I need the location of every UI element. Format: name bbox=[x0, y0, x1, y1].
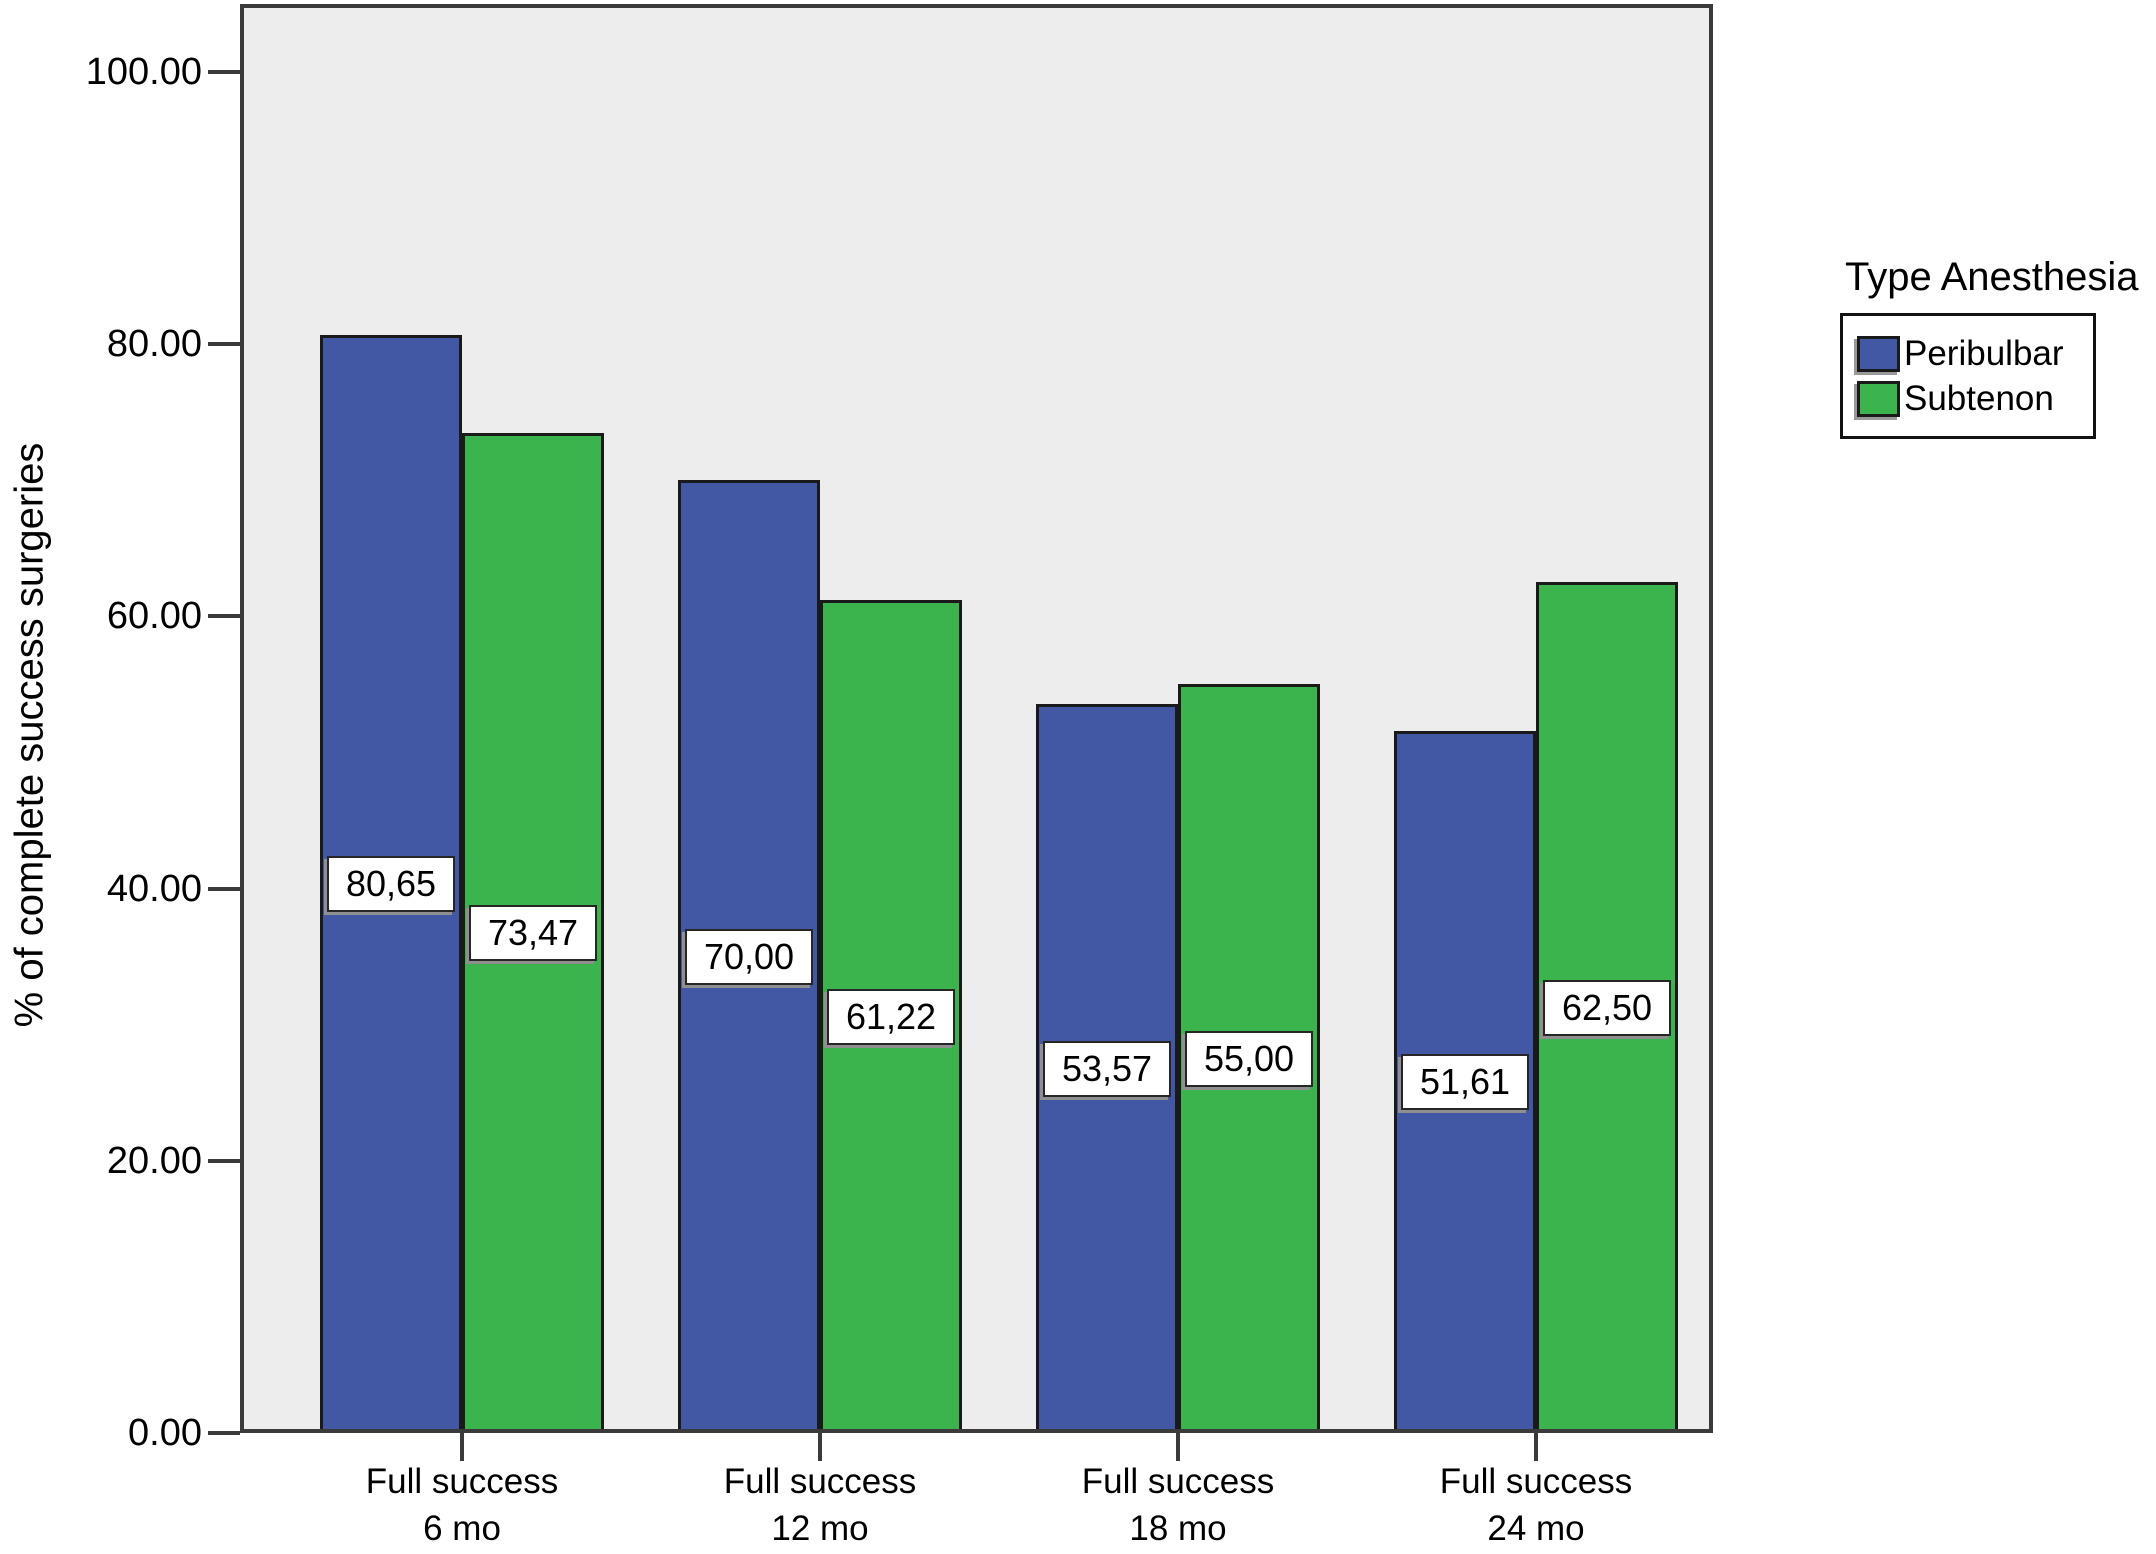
bar-value-label: 61,22 bbox=[827, 989, 955, 1045]
y-tick bbox=[208, 342, 240, 346]
x-category-label: Full success 18 mo bbox=[928, 1458, 1428, 1552]
legend-item-peribulbar: Peribulbar bbox=[1857, 333, 2093, 373]
x-tick bbox=[460, 1433, 464, 1461]
x-category-label: Full success 24 mo bbox=[1286, 1458, 1786, 1552]
legend: Peribulbar Subtenon bbox=[1840, 313, 2096, 439]
y-tick-label: 80.00 bbox=[106, 323, 202, 365]
y-tick-label: 40.00 bbox=[106, 868, 202, 910]
y-axis-title: % of complete success surgeries bbox=[7, 442, 52, 1028]
legend-item-label: Subtenon bbox=[1904, 378, 2054, 418]
x-category-line1: Full success bbox=[365, 1462, 559, 1501]
x-category-line1: Full success bbox=[723, 1462, 917, 1501]
y-tick bbox=[208, 614, 240, 618]
y-tick bbox=[208, 1159, 240, 1163]
x-category-line2: 12 mo bbox=[771, 1509, 869, 1548]
x-category-label: Full success 12 mo bbox=[570, 1458, 1070, 1552]
x-category-line2: 18 mo bbox=[1129, 1509, 1227, 1548]
y-tick-label: 100.00 bbox=[85, 51, 202, 93]
legend-swatch-subtenon bbox=[1857, 380, 1900, 417]
y-tick-label: 0.00 bbox=[128, 1412, 202, 1454]
x-category-line2: 6 mo bbox=[423, 1509, 501, 1548]
x-category-line1: Full success bbox=[1439, 1462, 1633, 1501]
y-tick bbox=[208, 887, 240, 891]
bar-value-label: 53,57 bbox=[1043, 1041, 1171, 1097]
x-category-label: Full success 6 mo bbox=[212, 1458, 712, 1552]
legend-item-label: Peribulbar bbox=[1904, 333, 2064, 373]
plot-area: 80,65 70,00 53,57 51,61 73,47 61,22 55,00 62,50 bbox=[240, 4, 1713, 1433]
x-tick bbox=[818, 1433, 822, 1461]
bar-value-label: 51,61 bbox=[1401, 1054, 1529, 1110]
y-tick-label: 60.00 bbox=[106, 595, 202, 637]
bar-value-label: 70,00 bbox=[685, 929, 813, 985]
bar-value-label: 62,50 bbox=[1543, 980, 1671, 1036]
y-tick bbox=[208, 70, 240, 74]
x-tick bbox=[1534, 1433, 1538, 1461]
y-tick bbox=[208, 1431, 240, 1435]
y-tick-label: 20.00 bbox=[106, 1140, 202, 1182]
legend-item-subtenon: Subtenon bbox=[1857, 378, 2093, 418]
x-tick bbox=[1176, 1433, 1180, 1461]
bar-value-label: 73,47 bbox=[469, 905, 597, 961]
x-category-line1: Full success bbox=[1081, 1462, 1275, 1501]
bar-value-label: 80,65 bbox=[327, 856, 455, 912]
legend-swatch-peribulbar bbox=[1857, 335, 1900, 372]
legend-title: Type Anesthesia bbox=[1845, 255, 2139, 299]
x-category-line2: 24 mo bbox=[1487, 1509, 1585, 1548]
bar-value-label: 55,00 bbox=[1185, 1031, 1313, 1087]
